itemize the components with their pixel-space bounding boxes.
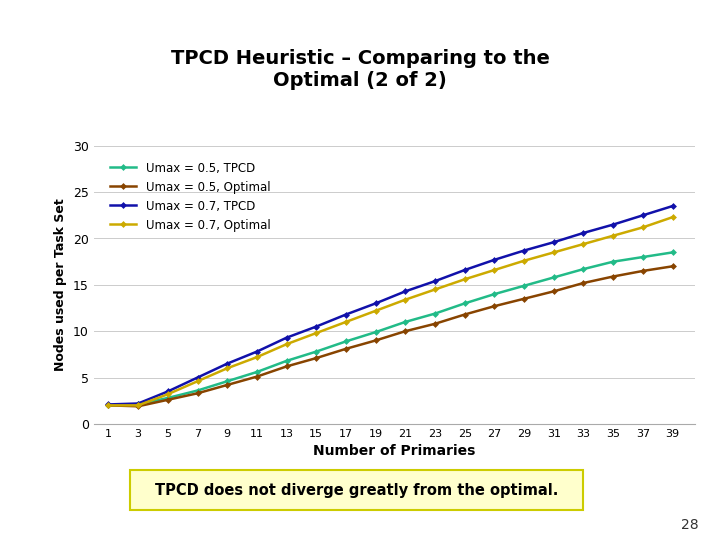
- Umax = 0.5, TPCD: [312, 348, 320, 355]
- Umax = 0.7, TPCD: [431, 278, 439, 285]
- Umax = 0.5, TPCD: [134, 401, 143, 408]
- Umax = 0.5, TPCD: [431, 310, 439, 317]
- Umax = 0.7, Optimal: [520, 258, 528, 264]
- Umax = 0.5, Optimal: [282, 363, 291, 370]
- Umax = 0.5, Optimal: [549, 288, 558, 295]
- Umax = 0.7, TPCD: [134, 400, 143, 407]
- Text: CarnegieMellon: CarnegieMellon: [609, 9, 702, 18]
- Umax = 0.7, TPCD: [401, 288, 410, 295]
- Legend: Umax = 0.5, TPCD, Umax = 0.5, Optimal, Umax = 0.7, TPCD, Umax = 0.7, Optimal: Umax = 0.5, TPCD, Umax = 0.5, Optimal, U…: [106, 157, 275, 237]
- Umax = 0.7, Optimal: [193, 378, 202, 384]
- Umax = 0.5, TPCD: [549, 274, 558, 281]
- Line: Umax = 0.5, TPCD: Umax = 0.5, TPCD: [106, 250, 675, 408]
- Text: TPCD Heuristic – Comparing to the
Optimal (2 of 2): TPCD Heuristic – Comparing to the Optima…: [171, 49, 549, 90]
- Umax = 0.5, Optimal: [668, 263, 677, 269]
- Umax = 0.7, TPCD: [549, 239, 558, 246]
- Umax = 0.5, Optimal: [104, 402, 113, 409]
- Umax = 0.5, Optimal: [490, 303, 499, 309]
- Umax = 0.5, Optimal: [401, 328, 410, 334]
- Umax = 0.7, Optimal: [163, 391, 172, 397]
- FancyBboxPatch shape: [130, 470, 583, 510]
- Umax = 0.5, TPCD: [668, 249, 677, 255]
- Umax = 0.7, TPCD: [639, 212, 647, 219]
- Umax = 0.5, TPCD: [341, 338, 350, 345]
- Umax = 0.7, TPCD: [223, 360, 232, 367]
- Umax = 0.5, TPCD: [372, 329, 380, 335]
- Umax = 0.5, TPCD: [193, 387, 202, 394]
- Umax = 0.7, Optimal: [134, 402, 143, 409]
- Umax = 0.7, Optimal: [253, 354, 261, 360]
- Umax = 0.7, TPCD: [372, 300, 380, 307]
- Umax = 0.7, TPCD: [341, 311, 350, 318]
- Umax = 0.7, TPCD: [609, 221, 618, 228]
- Umax = 0.7, Optimal: [549, 249, 558, 255]
- Umax = 0.7, TPCD: [282, 334, 291, 341]
- Umax = 0.7, Optimal: [104, 402, 113, 409]
- Umax = 0.5, TPCD: [609, 259, 618, 265]
- Text: 28: 28: [681, 518, 698, 532]
- Umax = 0.7, Optimal: [609, 233, 618, 239]
- Umax = 0.7, Optimal: [341, 319, 350, 325]
- Umax = 0.5, TPCD: [579, 266, 588, 272]
- Umax = 0.7, Optimal: [579, 241, 588, 247]
- Text: TPCD does not diverge greatly from the optimal.: TPCD does not diverge greatly from the o…: [155, 483, 558, 497]
- Umax = 0.7, TPCD: [253, 348, 261, 355]
- Umax = 0.7, Optimal: [401, 296, 410, 303]
- Umax = 0.5, Optimal: [223, 382, 232, 388]
- Umax = 0.5, TPCD: [104, 402, 113, 409]
- Y-axis label: Nodes used per Task Set: Nodes used per Task Set: [54, 199, 67, 371]
- Umax = 0.7, Optimal: [312, 330, 320, 336]
- Umax = 0.5, TPCD: [253, 369, 261, 375]
- Umax = 0.7, TPCD: [579, 230, 588, 236]
- Umax = 0.7, TPCD: [490, 256, 499, 263]
- Umax = 0.7, Optimal: [282, 341, 291, 347]
- Umax = 0.5, Optimal: [193, 390, 202, 396]
- Umax = 0.7, TPCD: [163, 388, 172, 395]
- Umax = 0.7, TPCD: [520, 247, 528, 254]
- Umax = 0.5, Optimal: [579, 280, 588, 286]
- Umax = 0.7, TPCD: [312, 323, 320, 330]
- Umax = 0.7, TPCD: [193, 374, 202, 381]
- Umax = 0.7, TPCD: [668, 203, 677, 210]
- Umax = 0.7, Optimal: [668, 214, 677, 220]
- Umax = 0.5, Optimal: [431, 321, 439, 327]
- Umax = 0.5, Optimal: [312, 355, 320, 361]
- Umax = 0.7, Optimal: [460, 276, 469, 282]
- Umax = 0.5, TPCD: [223, 378, 232, 384]
- Umax = 0.5, Optimal: [372, 337, 380, 344]
- Umax = 0.7, Optimal: [490, 267, 499, 273]
- Umax = 0.7, TPCD: [460, 267, 469, 273]
- Umax = 0.5, Optimal: [460, 311, 469, 318]
- Line: Umax = 0.5, Optimal: Umax = 0.5, Optimal: [106, 264, 675, 409]
- Umax = 0.5, TPCD: [282, 357, 291, 364]
- Umax = 0.5, Optimal: [609, 273, 618, 280]
- Umax = 0.5, Optimal: [134, 403, 143, 409]
- Umax = 0.5, Optimal: [253, 373, 261, 380]
- Umax = 0.7, TPCD: [104, 401, 113, 408]
- Umax = 0.5, TPCD: [520, 282, 528, 289]
- Umax = 0.5, Optimal: [163, 396, 172, 403]
- Umax = 0.7, Optimal: [639, 224, 647, 231]
- Umax = 0.5, TPCD: [639, 254, 647, 260]
- Umax = 0.7, Optimal: [431, 286, 439, 293]
- Umax = 0.5, Optimal: [341, 346, 350, 352]
- Umax = 0.5, TPCD: [490, 291, 499, 298]
- Umax = 0.5, TPCD: [401, 319, 410, 325]
- Umax = 0.7, Optimal: [372, 308, 380, 314]
- Line: Umax = 0.7, TPCD: Umax = 0.7, TPCD: [106, 204, 675, 407]
- X-axis label: Number of Primaries: Number of Primaries: [313, 444, 475, 458]
- Umax = 0.5, TPCD: [460, 300, 469, 307]
- Umax = 0.5, TPCD: [163, 395, 172, 401]
- Umax = 0.7, Optimal: [223, 365, 232, 372]
- Umax = 0.5, Optimal: [639, 268, 647, 274]
- Line: Umax = 0.7, Optimal: Umax = 0.7, Optimal: [106, 215, 675, 408]
- Umax = 0.5, Optimal: [520, 295, 528, 302]
